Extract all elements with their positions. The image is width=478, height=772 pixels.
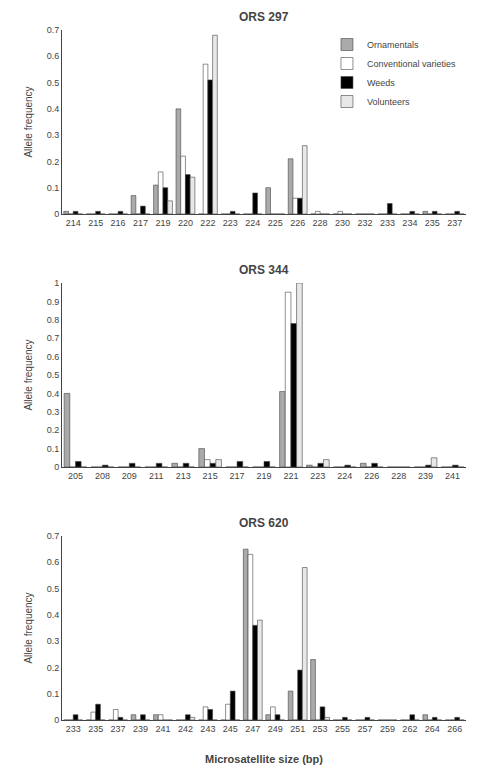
- svg-text:228: 228: [391, 471, 406, 481]
- svg-text:224: 224: [337, 471, 352, 481]
- svg-text:243: 243: [200, 724, 215, 734]
- svg-text:247: 247: [245, 724, 260, 734]
- svg-text:ORS 297: ORS 297: [239, 10, 289, 24]
- svg-text:223: 223: [310, 471, 325, 481]
- svg-text:224: 224: [245, 218, 260, 228]
- svg-text:0.3: 0.3: [47, 636, 60, 646]
- svg-text:0.2: 0.2: [47, 157, 60, 167]
- svg-text:Microsatellite size (bp): Microsatellite size (bp): [205, 753, 323, 765]
- svg-text:222: 222: [200, 218, 215, 228]
- svg-text:ORS 620: ORS 620: [239, 516, 289, 530]
- svg-text:235: 235: [88, 724, 103, 734]
- svg-text:0.4: 0.4: [47, 610, 60, 620]
- svg-text:230: 230: [335, 218, 350, 228]
- svg-text:0.3: 0.3: [47, 130, 60, 140]
- svg-text:251: 251: [290, 724, 305, 734]
- svg-text:226: 226: [364, 471, 379, 481]
- svg-text:0.7: 0.7: [47, 25, 60, 35]
- svg-text:237: 237: [447, 218, 462, 228]
- svg-text:223: 223: [223, 218, 238, 228]
- svg-text:0: 0: [54, 715, 59, 725]
- svg-text:215: 215: [88, 218, 103, 228]
- svg-text:0.5: 0.5: [47, 584, 60, 594]
- svg-text:0.4: 0.4: [47, 389, 60, 399]
- svg-text:0: 0: [54, 209, 59, 219]
- svg-text:0.6: 0.6: [47, 51, 60, 61]
- svg-text:0.2: 0.2: [47, 425, 60, 435]
- svg-text:233: 233: [380, 218, 395, 228]
- svg-text:0.1: 0.1: [47, 689, 60, 699]
- svg-text:Allele frequency: Allele frequency: [23, 86, 34, 157]
- svg-text:1: 1: [54, 278, 59, 288]
- svg-text:0.3: 0.3: [47, 407, 60, 417]
- svg-text:213: 213: [176, 471, 191, 481]
- svg-text:Allele frequency: Allele frequency: [23, 339, 34, 410]
- svg-text:0: 0: [54, 462, 59, 472]
- svg-text:237: 237: [111, 724, 126, 734]
- svg-text:255: 255: [335, 724, 350, 734]
- svg-text:217: 217: [230, 471, 245, 481]
- svg-text:215: 215: [203, 471, 218, 481]
- svg-text:242: 242: [178, 724, 193, 734]
- svg-text:205: 205: [68, 471, 83, 481]
- svg-text:253: 253: [313, 724, 328, 734]
- svg-text:232: 232: [357, 218, 372, 228]
- svg-text:0.5: 0.5: [47, 78, 60, 88]
- svg-text:257: 257: [357, 724, 372, 734]
- svg-text:264: 264: [425, 724, 440, 734]
- svg-text:0.6: 0.6: [47, 352, 60, 362]
- svg-text:225: 225: [268, 218, 283, 228]
- svg-text:245: 245: [223, 724, 238, 734]
- svg-text:266: 266: [447, 724, 462, 734]
- svg-text:Volunteers: Volunteers: [367, 97, 410, 107]
- svg-text:0.7: 0.7: [47, 531, 60, 541]
- svg-text:235: 235: [425, 218, 440, 228]
- svg-text:0.2: 0.2: [47, 663, 60, 673]
- svg-text:0.9: 0.9: [47, 297, 60, 307]
- svg-text:0.1: 0.1: [47, 183, 60, 193]
- svg-text:0.5: 0.5: [47, 370, 60, 380]
- svg-text:Weeds: Weeds: [367, 78, 395, 88]
- svg-text:226: 226: [290, 218, 305, 228]
- svg-text:239: 239: [418, 471, 433, 481]
- svg-text:220: 220: [178, 218, 193, 228]
- svg-text:209: 209: [122, 471, 137, 481]
- svg-text:Allele frequency: Allele frequency: [23, 592, 34, 663]
- svg-text:211: 211: [149, 471, 163, 481]
- svg-text:216: 216: [111, 218, 126, 228]
- svg-text:Conventional varieties: Conventional varieties: [367, 59, 456, 69]
- svg-text:241: 241: [445, 471, 460, 481]
- svg-text:241: 241: [155, 724, 170, 734]
- svg-text:219: 219: [256, 471, 271, 481]
- svg-text:221: 221: [283, 471, 298, 481]
- svg-text:239: 239: [133, 724, 148, 734]
- svg-text:0.4: 0.4: [47, 104, 60, 114]
- svg-text:ORS 344: ORS 344: [239, 263, 289, 277]
- svg-text:259: 259: [380, 724, 395, 734]
- svg-text:208: 208: [95, 471, 110, 481]
- svg-text:228: 228: [313, 218, 328, 228]
- svg-text:262: 262: [402, 724, 417, 734]
- svg-text:0.6: 0.6: [47, 557, 60, 567]
- svg-text:249: 249: [268, 724, 283, 734]
- svg-text:234: 234: [402, 218, 417, 228]
- svg-text:219: 219: [155, 218, 170, 228]
- svg-text:0.7: 0.7: [47, 333, 60, 343]
- svg-text:214: 214: [66, 218, 81, 228]
- svg-text:0.1: 0.1: [47, 444, 60, 454]
- svg-text:217: 217: [133, 218, 148, 228]
- svg-text:233: 233: [66, 724, 81, 734]
- svg-text:Ornamentals: Ornamentals: [367, 40, 419, 50]
- svg-text:0.8: 0.8: [47, 315, 60, 325]
